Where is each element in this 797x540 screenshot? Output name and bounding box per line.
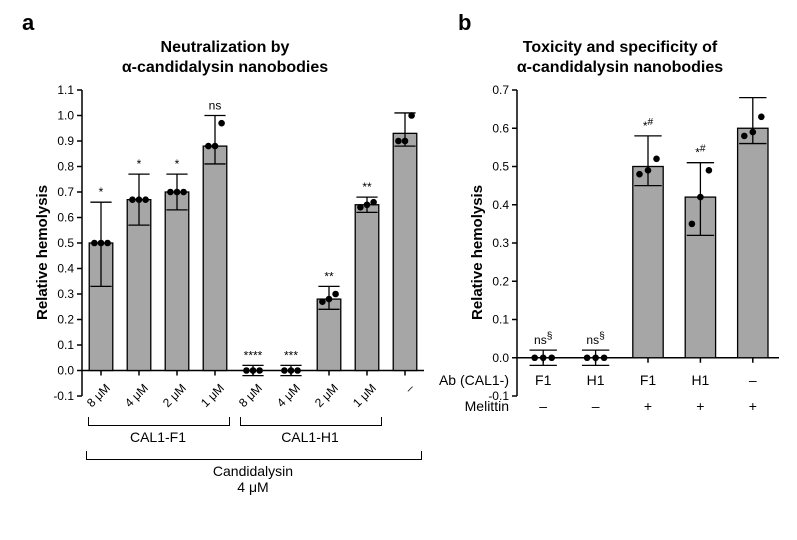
panel-b-title-line1: Toxicity and specificity of	[523, 39, 717, 56]
svg-text:0.6: 0.6	[57, 211, 74, 225]
svg-text:0.1: 0.1	[57, 338, 74, 352]
svg-text:0.9: 0.9	[57, 134, 74, 148]
panel-b-row-ab-label: Ab (CAL1-)	[415, 372, 509, 388]
panel-a-outer-label1: Candidalysin	[213, 463, 293, 479]
panel-a-outer-label: Candidalysin4 μM	[86, 463, 420, 495]
svg-text:0.1: 0.1	[492, 313, 509, 327]
panel-b-mel-0: –	[523, 398, 563, 414]
svg-text:ns§: ns§	[534, 331, 553, 348]
svg-text:0.5: 0.5	[492, 160, 509, 174]
svg-text:0.0: 0.0	[57, 364, 74, 378]
svg-text:****: ****	[244, 348, 263, 362]
panel-a-group-h1: CAL1-H1	[240, 429, 381, 445]
svg-text:*#: *#	[643, 116, 654, 132]
panel-a-bracket-h1	[240, 417, 383, 426]
panel-b-ab-2: F1	[628, 372, 668, 388]
panel-a: Neutralization by α-candidalysin nanobod…	[20, 20, 430, 520]
svg-text:*: *	[137, 157, 142, 171]
panel-a-title-line2: α-candidalysin nanobodies	[122, 59, 328, 76]
svg-text:**: **	[362, 180, 372, 194]
panel-b-mel-4: +	[733, 398, 773, 414]
panel-b-mel-3: +	[680, 398, 720, 414]
svg-text:0.7: 0.7	[57, 185, 74, 199]
panel-b-mel-2: +	[628, 398, 668, 414]
svg-text:0.4: 0.4	[57, 262, 74, 276]
panel-a-bracket-f1	[88, 417, 231, 426]
panel-b-title: Toxicity and specificity of α-candidalys…	[455, 38, 785, 78]
svg-text:ns: ns	[209, 99, 222, 113]
svg-text:0.7: 0.7	[492, 83, 509, 97]
svg-text:0.5: 0.5	[57, 236, 74, 250]
panel-a-title: Neutralization by α-candidalysin nanobod…	[20, 38, 430, 78]
panel-a-title-line1: Neutralization by	[161, 39, 290, 56]
panel-b-ab-1: H1	[576, 372, 616, 388]
svg-text:0.0: 0.0	[492, 351, 509, 365]
svg-text:0.6: 0.6	[492, 121, 509, 135]
svg-text:-0.1: -0.1	[53, 389, 74, 403]
svg-text:*: *	[99, 185, 104, 199]
figure: a b Neutralization by α-candidalysin nan…	[0, 0, 797, 540]
svg-text:0.3: 0.3	[57, 287, 74, 301]
svg-text:***: ***	[284, 348, 298, 362]
svg-text:1.0: 1.0	[57, 109, 74, 123]
svg-text:*#: *#	[695, 143, 706, 160]
panel-a-chart: -0.1 0.0 0.1 0.2 0.3 0.4 0.5 0.6 0.7 0.8 0.9 1.0 1.1…	[20, 78, 430, 408]
svg-text:1.1: 1.1	[57, 83, 74, 97]
panel-b-ab-4: –	[733, 372, 773, 388]
svg-text:0.2: 0.2	[492, 274, 509, 288]
panel-a-outer-bracket	[86, 451, 422, 460]
svg-text:**: **	[324, 269, 334, 283]
panel-b: Toxicity and specificity of α-candidalys…	[455, 20, 785, 520]
panel-b-row-mel-label: Melittin	[415, 398, 509, 414]
svg-text:*: *	[175, 157, 180, 171]
svg-text:0.2: 0.2	[57, 313, 74, 327]
panel-a-outer-label2: 4 μM	[237, 479, 268, 495]
svg-text:0.8: 0.8	[57, 160, 74, 174]
svg-text:0.4: 0.4	[492, 198, 509, 212]
panel-b-ab-3: H1	[680, 372, 720, 388]
svg-text:ns§: ns§	[586, 331, 605, 348]
panel-b-mel-1: –	[576, 398, 616, 414]
panel-b-chart: -0.10.00.10.20.30.40.50.60.7ns§ns§*#*#	[455, 78, 785, 408]
panel-a-group-f1: CAL1-F1	[88, 429, 229, 445]
svg-text:0.3: 0.3	[492, 236, 509, 250]
panel-b-ab-0: F1	[523, 372, 563, 388]
panel-b-title-line2: α-candidalysin nanobodies	[517, 59, 723, 76]
